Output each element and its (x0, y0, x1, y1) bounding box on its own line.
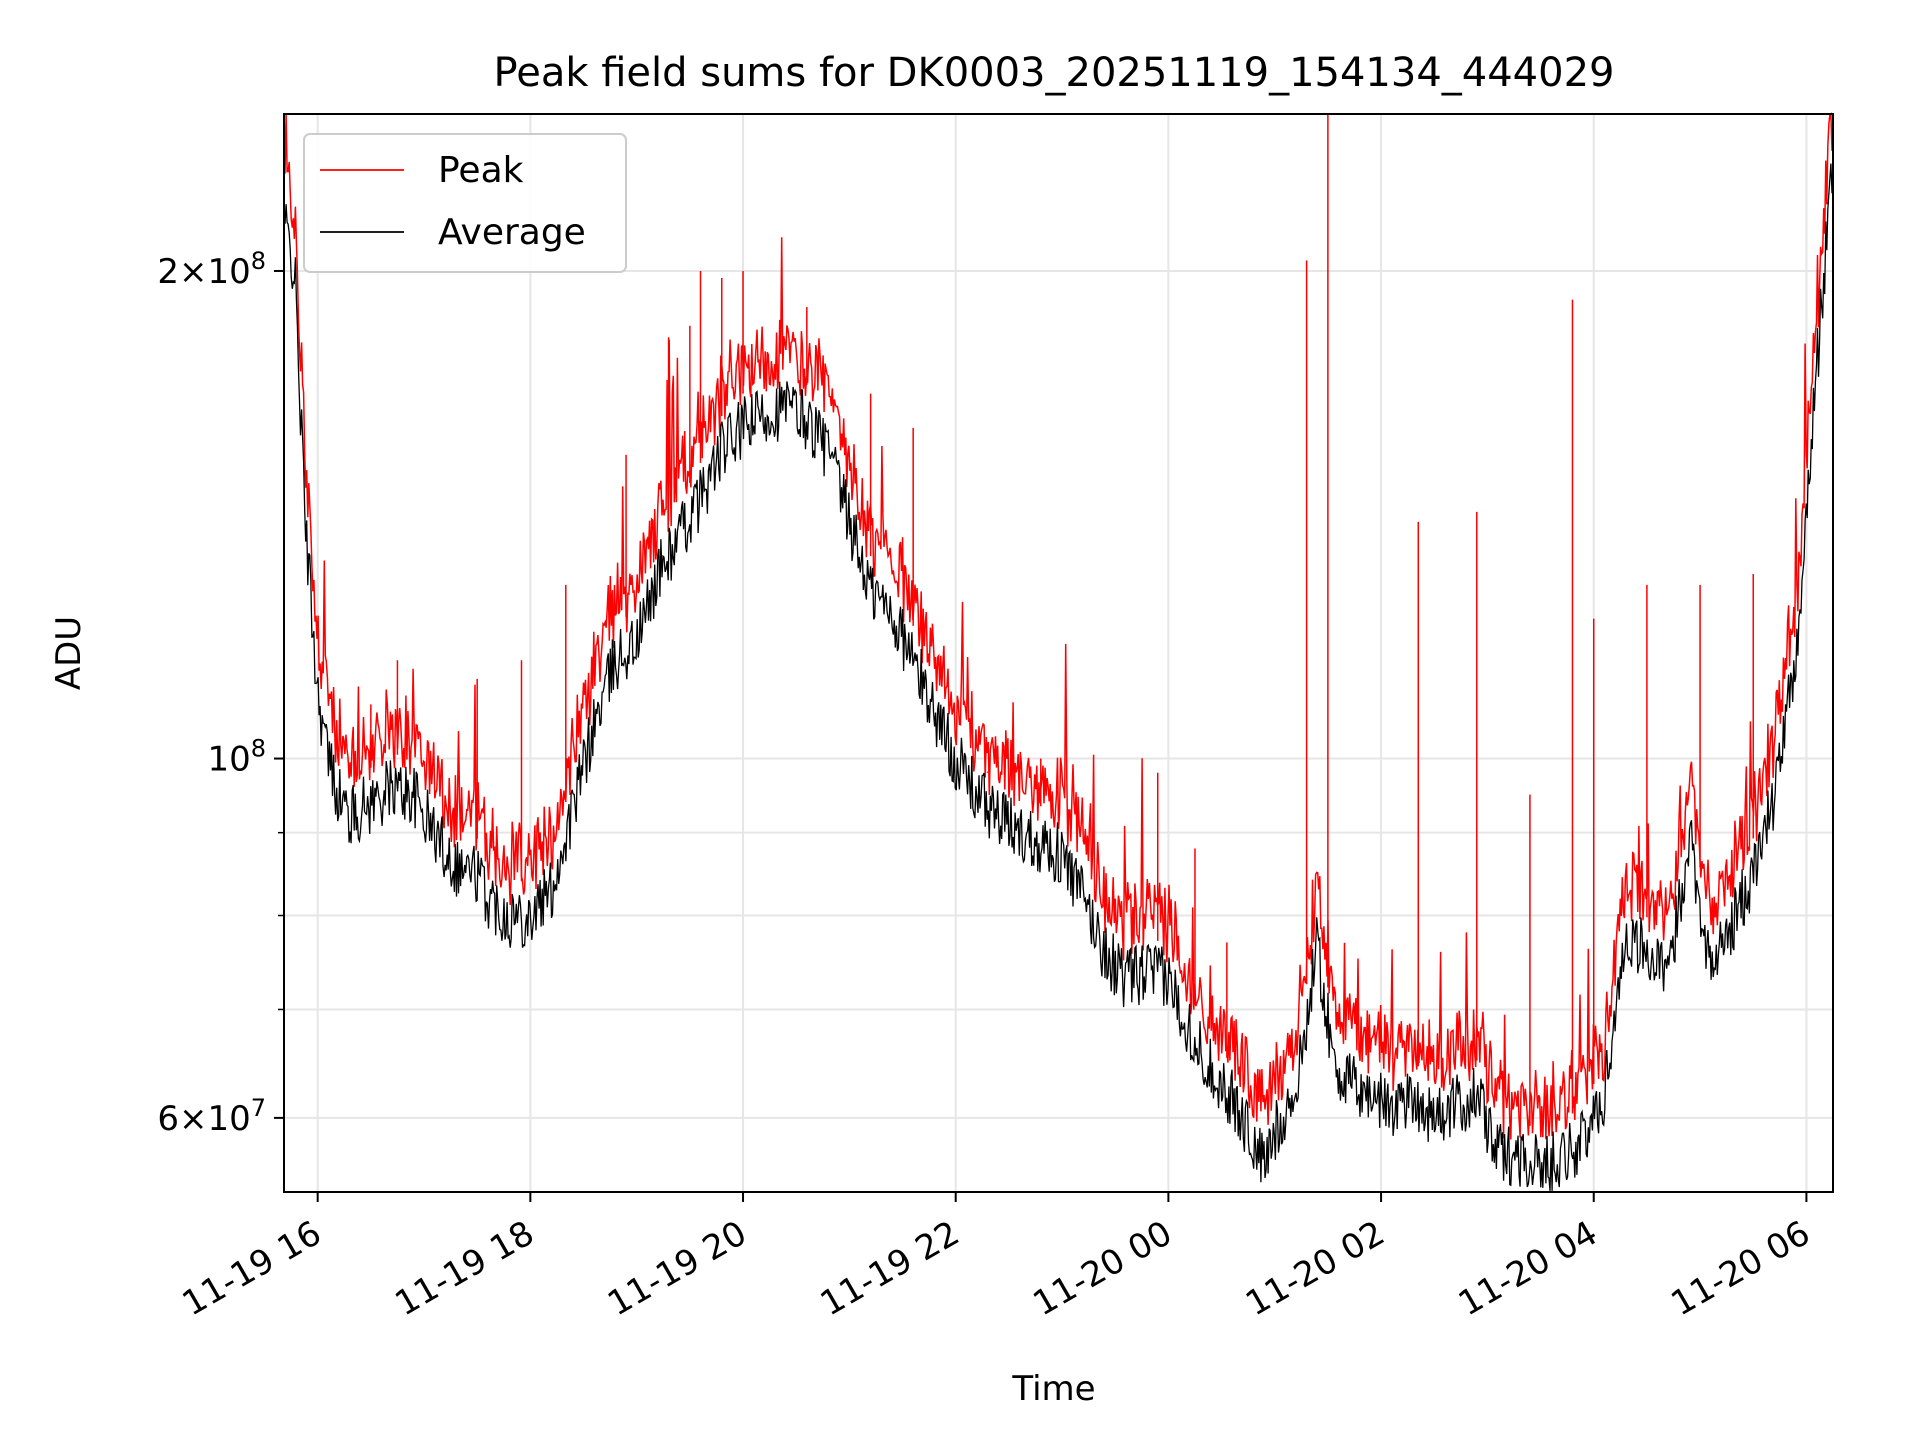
legend-average-label: Average (438, 212, 586, 253)
y-axis-label: ADU (49, 616, 89, 690)
legend-peak-label: Peak (438, 150, 524, 191)
x-axis-label: Time (1011, 1369, 1095, 1409)
legend-box (303, 133, 627, 273)
y-tick-label: 6×107 (157, 1094, 266, 1139)
chart-title: Peak field sums for DK0003_20251119_1541… (494, 50, 1615, 96)
y-tick-label: 108 (207, 735, 266, 780)
y-tick-label: 2×108 (157, 247, 266, 292)
plot-area (283, 112, 1834, 1191)
average-series-line (283, 163, 1834, 1191)
axes-frame (283, 113, 1834, 1193)
legend: Peak Average (303, 133, 627, 273)
peak-series-line (283, 112, 1834, 1140)
